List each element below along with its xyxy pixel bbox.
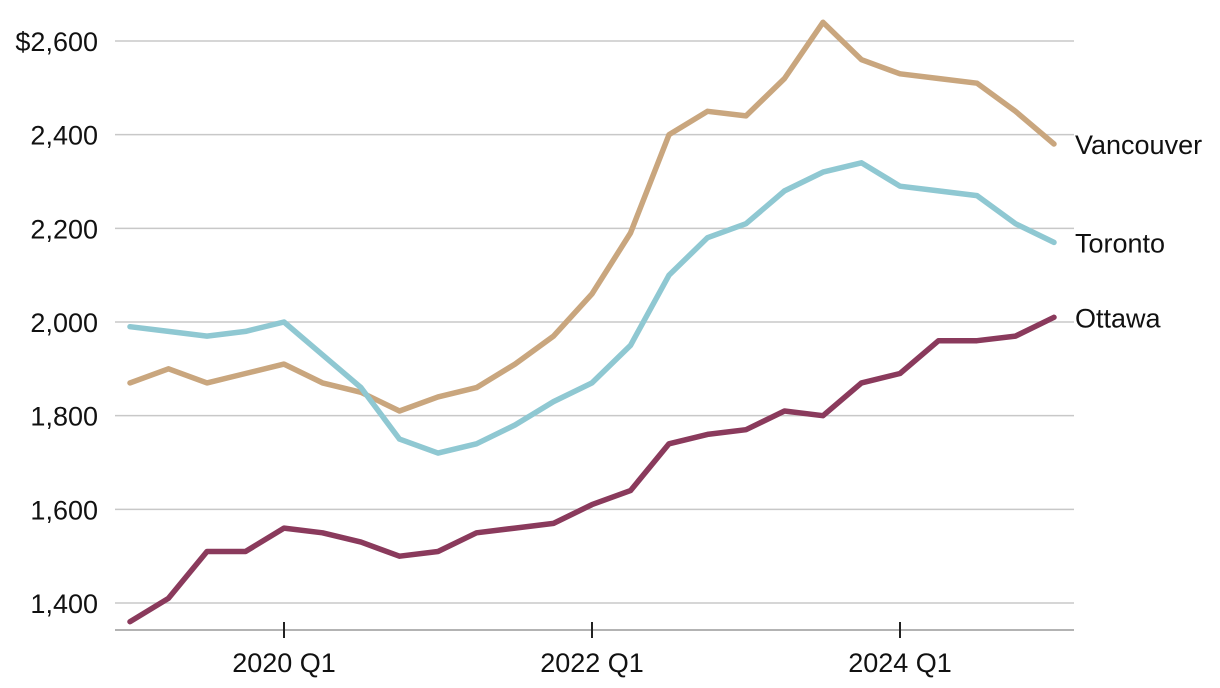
series-line-ottawa <box>127 314 1057 625</box>
y-tick-label: 1,800 <box>30 402 98 432</box>
series-line-toronto <box>127 160 1057 456</box>
y-tick-label: 2,400 <box>30 121 98 151</box>
grid-lines <box>115 40 1074 604</box>
series-lines <box>127 19 1057 625</box>
y-tick-label: 1,600 <box>30 495 98 525</box>
y-tick-label: 2,000 <box>30 308 98 338</box>
y-tick-label: 2,200 <box>30 214 98 244</box>
series-labels: Vancouver Toronto Ottawa <box>1075 130 1202 333</box>
x-axis-tick-labels: 2020 Q1 2022 Q1 2024 Q1 <box>232 648 952 678</box>
y-axis-tick-labels: $2,600 2,400 2,200 2,000 1,800 1,600 1,400 <box>15 27 98 619</box>
x-tick-label: 2020 Q1 <box>232 648 336 678</box>
x-tick-label: 2024 Q1 <box>848 648 952 678</box>
series-label-ottawa: Ottawa <box>1075 303 1162 333</box>
series-line-vancouver <box>127 19 1057 414</box>
series-label-toronto: Toronto <box>1075 228 1165 258</box>
x-axis <box>115 622 1074 638</box>
x-tick-label: 2022 Q1 <box>540 648 644 678</box>
y-tick-label: $2,600 <box>15 27 98 57</box>
y-tick-label: 1,400 <box>30 589 98 619</box>
series-label-vancouver: Vancouver <box>1075 130 1202 160</box>
